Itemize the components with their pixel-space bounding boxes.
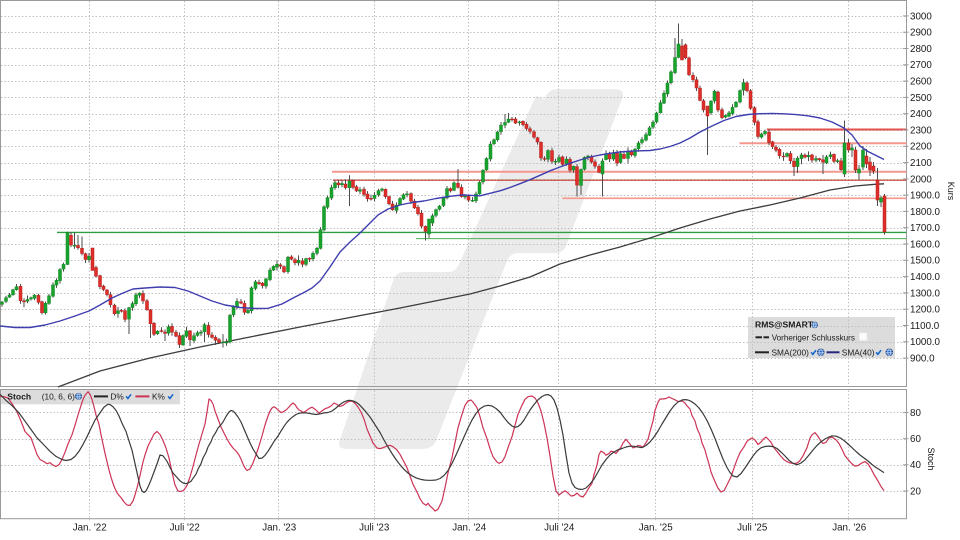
svg-text:2500: 2500: [910, 93, 932, 104]
svg-text:Juli '25: Juli '25: [737, 523, 768, 534]
svg-text:Jan. '26: Jan. '26: [832, 523, 867, 534]
svg-text:2800: 2800: [910, 44, 932, 55]
svg-text:20: 20: [910, 486, 921, 497]
svg-text:2600: 2600: [910, 77, 932, 88]
svg-text:3000: 3000: [910, 11, 932, 22]
svg-text:1000.0: 1000.0: [910, 337, 941, 348]
svg-text:Juli '23: Juli '23: [359, 523, 390, 534]
svg-text:K%: K%: [152, 392, 166, 402]
svg-text:80: 80: [910, 408, 921, 419]
svg-text:900.0: 900.0: [910, 354, 935, 365]
svg-text:1700.0: 1700.0: [910, 223, 941, 234]
svg-text:2000: 2000: [910, 174, 932, 185]
svg-text:1400.0: 1400.0: [910, 272, 941, 283]
svg-text:Kurs: Kurs: [946, 182, 956, 201]
svg-text:60: 60: [910, 434, 921, 445]
svg-text:1300.0: 1300.0: [910, 288, 941, 299]
svg-text:2100: 2100: [910, 158, 932, 169]
svg-text:1800.0: 1800.0: [910, 207, 941, 218]
svg-text:2900: 2900: [910, 28, 932, 39]
svg-text:D%: D%: [110, 392, 124, 402]
svg-text:40: 40: [910, 460, 921, 471]
svg-text:Jan. '24: Jan. '24: [452, 523, 487, 534]
svg-text:Juli '24: Juli '24: [544, 523, 575, 534]
svg-text:SMA(200): SMA(200): [772, 348, 810, 358]
svg-text:Jan. '25: Jan. '25: [639, 523, 674, 534]
svg-text:RMS@SMART: RMS@SMART: [755, 320, 814, 330]
svg-text:2300: 2300: [910, 125, 932, 136]
svg-text:Jan. '22: Jan. '22: [73, 523, 107, 534]
svg-text:2200: 2200: [910, 142, 932, 153]
svg-text:Stoch: Stoch: [7, 392, 31, 402]
svg-text:2700: 2700: [910, 60, 932, 71]
svg-text:1100.0: 1100.0: [910, 321, 940, 332]
svg-text:SMA(40): SMA(40): [842, 348, 875, 358]
svg-text:Jan. '23: Jan. '23: [262, 523, 297, 534]
svg-text:1600.0: 1600.0: [910, 239, 941, 250]
svg-text:Stoch: Stoch: [926, 447, 936, 470]
svg-text:1500.0: 1500.0: [910, 256, 941, 267]
svg-text:Juli '22: Juli '22: [170, 523, 200, 534]
svg-text:Vorheriger Schlusskurs: Vorheriger Schlusskurs: [772, 333, 855, 342]
svg-text:1900.0: 1900.0: [910, 191, 941, 202]
svg-text:1200.0: 1200.0: [910, 305, 941, 316]
svg-text:(10, 6, 6): (10, 6, 6): [42, 392, 75, 402]
svg-text:2400: 2400: [910, 109, 932, 120]
